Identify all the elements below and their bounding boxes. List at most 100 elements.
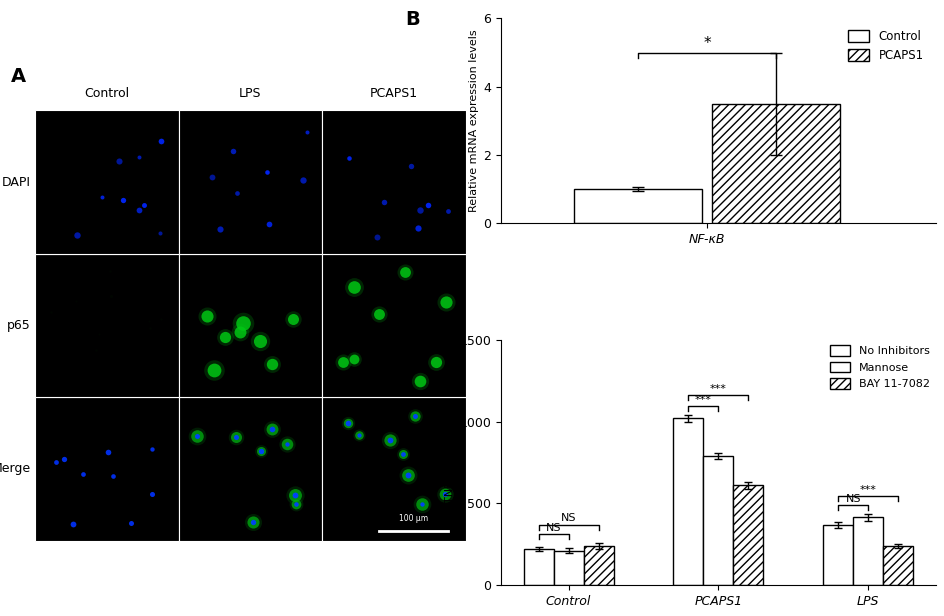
Point xyxy=(397,267,413,277)
Point xyxy=(66,519,81,529)
Point xyxy=(341,418,356,428)
Point xyxy=(204,172,219,182)
Point xyxy=(244,517,260,527)
Point xyxy=(228,432,244,442)
Point xyxy=(190,432,205,442)
Point xyxy=(217,332,232,342)
Point xyxy=(190,432,205,442)
Point xyxy=(372,309,387,319)
Point xyxy=(341,418,356,428)
Point xyxy=(105,471,120,480)
Text: LPS: LPS xyxy=(239,87,261,100)
Point xyxy=(437,489,452,499)
Point xyxy=(288,490,303,500)
Bar xyxy=(574,189,701,223)
Point xyxy=(407,411,422,421)
Point xyxy=(376,198,391,208)
Point xyxy=(288,490,303,500)
Point xyxy=(381,435,396,445)
Point xyxy=(288,490,303,500)
Point xyxy=(346,282,362,292)
Point xyxy=(144,444,160,453)
Text: ***: *** xyxy=(694,395,711,405)
Point xyxy=(428,357,443,367)
Point xyxy=(252,336,267,346)
Point xyxy=(94,192,110,201)
Point xyxy=(346,354,362,363)
Point xyxy=(253,446,268,456)
Bar xyxy=(178,110,322,254)
Point xyxy=(69,296,84,306)
Point xyxy=(264,424,279,434)
Point xyxy=(253,446,268,456)
Point xyxy=(153,228,168,238)
Point xyxy=(88,345,103,355)
Text: NS: NS xyxy=(845,494,860,504)
Point xyxy=(103,291,118,301)
Point xyxy=(263,359,278,369)
Point xyxy=(43,307,59,317)
Point xyxy=(69,230,84,240)
Point xyxy=(232,326,247,336)
Point xyxy=(396,450,411,460)
Point xyxy=(232,326,247,336)
Point xyxy=(101,447,116,456)
Point xyxy=(244,517,260,527)
Point xyxy=(207,365,222,375)
Point xyxy=(346,282,362,292)
Point xyxy=(123,518,138,528)
Y-axis label: Relative mRNA expression levels: Relative mRNA expression levels xyxy=(469,30,479,212)
Bar xyxy=(583,546,613,585)
Point xyxy=(264,424,279,434)
Point xyxy=(111,156,126,166)
Bar xyxy=(673,418,702,585)
Point xyxy=(217,332,232,342)
Text: *: * xyxy=(702,36,710,51)
Point xyxy=(92,329,107,339)
Bar xyxy=(883,546,912,585)
Text: NS: NS xyxy=(560,513,576,524)
Point xyxy=(278,439,294,449)
Text: C: C xyxy=(405,330,419,349)
Point xyxy=(259,168,274,177)
Point xyxy=(261,219,277,229)
Point xyxy=(190,432,205,442)
Point xyxy=(341,418,356,428)
Point xyxy=(369,232,384,241)
Point xyxy=(414,499,430,509)
Point xyxy=(350,431,365,440)
Point xyxy=(235,318,250,328)
Point xyxy=(407,411,422,421)
Point xyxy=(144,490,160,500)
Point xyxy=(372,309,387,319)
Point xyxy=(402,161,417,171)
Point xyxy=(229,188,244,198)
Point xyxy=(244,517,260,527)
Text: A: A xyxy=(11,67,26,86)
Point xyxy=(437,297,452,307)
Point xyxy=(437,489,452,499)
Bar xyxy=(35,254,178,397)
Point xyxy=(131,152,146,161)
Text: p65: p65 xyxy=(8,319,31,332)
Text: PCAPS1: PCAPS1 xyxy=(369,87,417,100)
Point xyxy=(278,439,294,449)
Point xyxy=(225,147,240,156)
Bar xyxy=(702,456,733,585)
Point xyxy=(48,457,63,467)
Bar xyxy=(178,397,322,541)
Point xyxy=(235,318,250,328)
Point xyxy=(142,315,157,325)
Point xyxy=(396,450,411,460)
Point xyxy=(263,359,278,369)
Bar xyxy=(553,551,583,585)
Bar xyxy=(711,103,838,223)
Point xyxy=(440,206,455,216)
Text: Control: Control xyxy=(84,87,129,100)
Point xyxy=(278,439,294,449)
Bar xyxy=(822,525,852,585)
Point xyxy=(253,446,268,456)
Bar xyxy=(852,517,883,585)
Point xyxy=(414,499,430,509)
Point xyxy=(288,499,303,509)
